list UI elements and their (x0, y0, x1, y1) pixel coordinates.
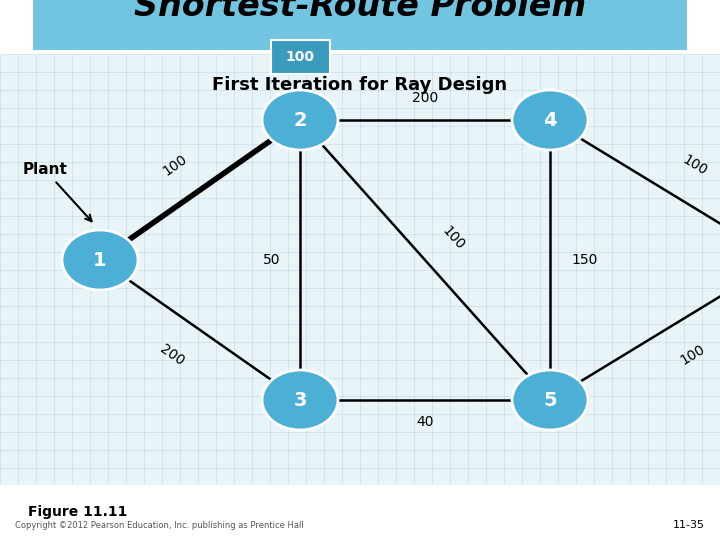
Text: 50: 50 (264, 253, 281, 267)
Text: Shortest-Route Problem: Shortest-Route Problem (134, 0, 586, 24)
FancyBboxPatch shape (271, 40, 330, 74)
Ellipse shape (512, 90, 588, 150)
Text: 1: 1 (93, 251, 107, 269)
FancyBboxPatch shape (0, 55, 720, 540)
Text: 100: 100 (286, 50, 315, 64)
Ellipse shape (262, 90, 338, 150)
Text: 40: 40 (416, 415, 433, 429)
Text: 4: 4 (543, 111, 557, 130)
Text: 100: 100 (439, 224, 467, 253)
Text: 3: 3 (293, 390, 307, 409)
Text: 200: 200 (157, 342, 186, 368)
Text: 100: 100 (160, 152, 190, 178)
Text: 200: 200 (412, 91, 438, 105)
Text: 150: 150 (572, 253, 598, 267)
Text: 11-35: 11-35 (673, 520, 705, 530)
Text: Figure 11.11: Figure 11.11 (28, 505, 127, 519)
Text: 100: 100 (680, 152, 710, 178)
Text: Copyright ©2012 Pearson Education, Inc. publishing as Prentice Hall: Copyright ©2012 Pearson Education, Inc. … (15, 521, 304, 530)
Ellipse shape (262, 370, 338, 430)
Text: Plant: Plant (22, 163, 91, 221)
Ellipse shape (62, 230, 138, 290)
FancyBboxPatch shape (0, 485, 720, 540)
Ellipse shape (512, 370, 588, 430)
Text: 100: 100 (678, 342, 708, 368)
Text: Warehouse: Warehouse (0, 539, 1, 540)
Text: 5: 5 (543, 390, 557, 409)
FancyBboxPatch shape (33, 0, 687, 50)
Text: First Iteration for Ray Design: First Iteration for Ray Design (212, 76, 508, 94)
Text: 2: 2 (293, 111, 307, 130)
